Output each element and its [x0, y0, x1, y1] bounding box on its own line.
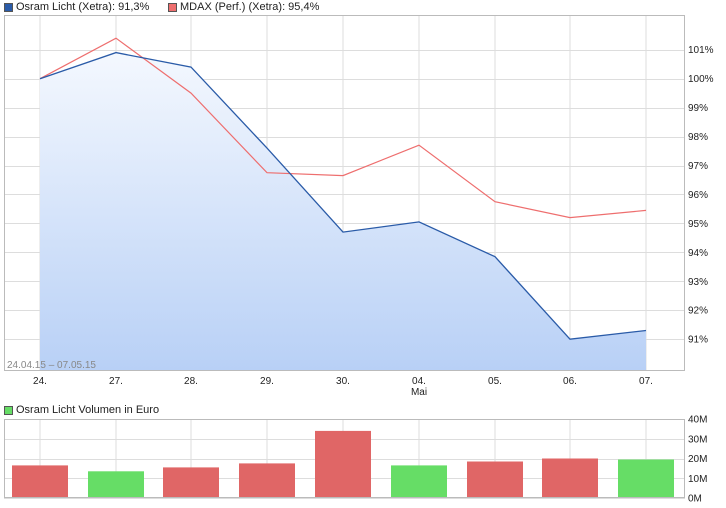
volume-ytick-label-2: 20M [688, 454, 707, 465]
volume-bar-5 [391, 465, 447, 498]
main-plot-frame [4, 15, 685, 371]
legend-series1: Osram Licht (Xetra): 91,3% [4, 1, 149, 13]
main-ytick-label-2: 93% [688, 277, 708, 288]
main-xtick-label-2: 28. [184, 376, 198, 387]
legend-series2-swatch [168, 2, 177, 12]
volume-bar-4 [315, 430, 371, 498]
volume-ytick-label-4: 40M [688, 415, 707, 426]
main-ytick-label-9: 100% [688, 74, 714, 85]
main-ytick-label-7: 98% [688, 132, 708, 143]
legend-volume: Osram Licht Volumen in Euro [4, 404, 159, 416]
main-ytick-label-0: 91% [688, 335, 708, 346]
date-range-label: 24.04.15 – 07.05.15 [7, 360, 96, 371]
main-ytick-label-6: 97% [688, 161, 708, 172]
main-ytick-label-10: 101% [688, 45, 714, 56]
volume-plot-frame [4, 419, 685, 498]
legend-series1-label: Osram Licht (Xetra): 91,3% [16, 1, 150, 13]
legend-volume-label: Osram Licht Volumen in Euro [16, 404, 160, 416]
series1-line [39, 51, 647, 340]
volume-bar-3 [239, 463, 295, 498]
main-xtick-label-6: 05. [488, 376, 502, 387]
main-ytick-label-1: 92% [688, 306, 708, 317]
main-xtick-label-1: 27. [109, 376, 123, 387]
series2-line [39, 37, 647, 219]
volume-ytick-label-0: 0M [688, 494, 702, 505]
volume-bar-8 [618, 459, 674, 498]
main-ytick-label-5: 96% [688, 190, 708, 201]
volume-bar-7 [542, 458, 598, 498]
volume-bar-6 [467, 461, 523, 498]
main-xtick-sublabel-5: Mai [411, 387, 427, 398]
main-xtick-label-7: 06. [563, 376, 577, 387]
main-xtick-label-3: 29. [260, 376, 274, 387]
main-xtick-label-8: 07. [639, 376, 653, 387]
legend-series2-label: MDAX (Perf.) (Xetra): 95,4% [180, 1, 320, 13]
main-ytick-label-3: 94% [688, 248, 708, 259]
main-ytick-label-8: 99% [688, 103, 708, 114]
main-xtick-label-0: 24. [33, 376, 47, 387]
volume-bar-0 [12, 465, 68, 498]
main-ytick-label-4: 95% [688, 219, 708, 230]
volume-bar-1 [88, 471, 144, 498]
volume-ytick-label-3: 30M [688, 434, 707, 445]
legend-series1-swatch [4, 2, 13, 12]
legend-series2: MDAX (Perf.) (Xetra): 95,4% [168, 1, 319, 13]
main-xtick-label-4: 30. [336, 376, 350, 387]
volume-ytick-label-1: 10M [688, 474, 707, 485]
main-xtick-label-5: 04. [412, 376, 426, 387]
volume-bar-2 [163, 467, 219, 498]
legend-volume-swatch [4, 405, 13, 415]
series1-area [40, 52, 646, 371]
